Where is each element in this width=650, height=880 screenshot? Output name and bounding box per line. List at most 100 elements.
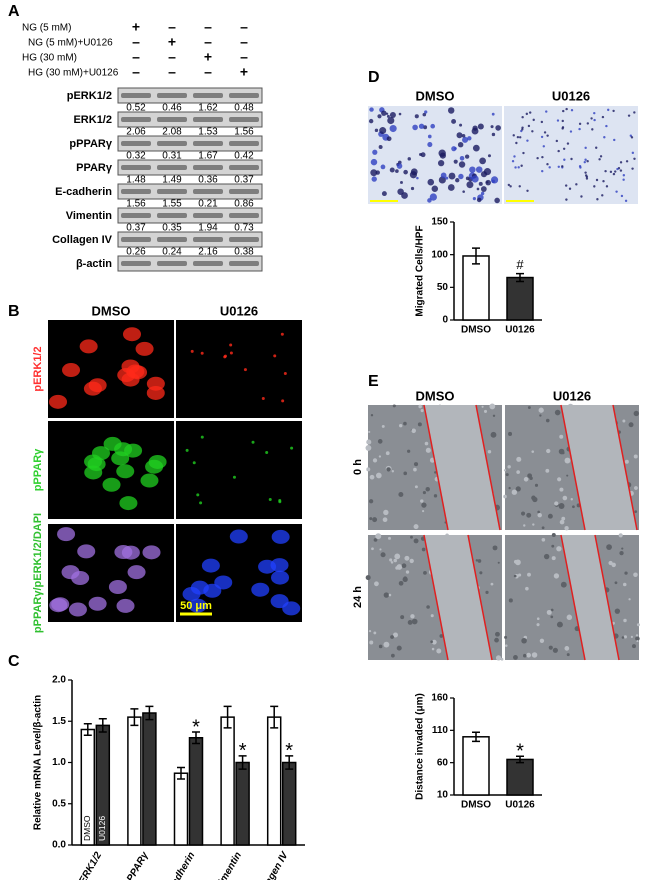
error-bar xyxy=(472,247,480,265)
band xyxy=(193,213,223,218)
band xyxy=(229,189,259,194)
cell xyxy=(605,124,608,128)
blot-label: Collagen IV xyxy=(52,234,113,246)
texture xyxy=(621,636,625,639)
band xyxy=(121,117,151,122)
cell xyxy=(372,149,378,155)
blot xyxy=(117,159,263,176)
texture xyxy=(554,409,561,416)
texture xyxy=(636,623,640,627)
texture xyxy=(527,406,531,410)
panel-label: E xyxy=(368,373,379,390)
texture xyxy=(433,494,438,498)
cell xyxy=(601,115,605,119)
condition-sign: + xyxy=(240,64,248,80)
cell xyxy=(116,464,135,479)
texture xyxy=(553,573,560,579)
cell xyxy=(620,194,624,198)
texture xyxy=(392,632,399,638)
texture xyxy=(365,575,371,581)
band xyxy=(121,165,151,170)
texture xyxy=(400,615,405,620)
cell xyxy=(491,112,495,116)
annotation: # xyxy=(516,257,524,272)
blot-value: 1.49 xyxy=(162,175,182,186)
blot-value: 0.73 xyxy=(234,223,254,234)
cell xyxy=(545,110,548,113)
cell xyxy=(490,176,499,184)
band xyxy=(193,117,223,122)
texture xyxy=(420,499,424,503)
blot-label: Vimentin xyxy=(66,210,113,222)
cell xyxy=(575,183,578,186)
cell xyxy=(185,448,189,452)
texture xyxy=(545,418,550,423)
band xyxy=(157,141,187,146)
cell xyxy=(462,136,469,143)
y-tick-label: 150 xyxy=(431,217,448,228)
cell xyxy=(578,165,582,168)
y-tick-label: 0.0 xyxy=(52,840,66,851)
texture xyxy=(375,472,382,479)
texture xyxy=(504,635,508,639)
texture xyxy=(633,410,639,417)
error-bar xyxy=(177,766,185,780)
y-tick-label: 60 xyxy=(437,757,449,768)
column-header: U0126 xyxy=(220,303,258,318)
texture xyxy=(420,409,424,413)
cell xyxy=(251,582,270,597)
texture xyxy=(532,496,538,503)
cell xyxy=(403,169,408,175)
cell xyxy=(290,446,294,450)
x-tick-label: PPARγ xyxy=(125,849,152,880)
y-tick-label: 2.0 xyxy=(52,675,66,686)
bar xyxy=(173,772,189,846)
blot-value: 0.52 xyxy=(126,103,146,114)
y-tick-label: 0 xyxy=(442,315,448,326)
blot-value: 1.53 xyxy=(198,127,218,138)
texture xyxy=(411,618,418,625)
texture xyxy=(426,605,430,609)
texture xyxy=(489,403,496,410)
cell xyxy=(386,136,392,142)
cell xyxy=(88,378,107,393)
cell xyxy=(515,141,518,145)
cell xyxy=(223,355,227,359)
cell xyxy=(593,185,596,188)
error-bar xyxy=(192,731,200,745)
cell xyxy=(459,123,463,127)
cell xyxy=(521,116,524,119)
cell xyxy=(472,144,480,152)
y-tick-label: 10 xyxy=(437,790,449,801)
blot-label: E-cadherin xyxy=(55,186,112,198)
blot xyxy=(117,231,263,248)
blot-value: 0.26 xyxy=(126,247,146,258)
texture xyxy=(558,503,565,509)
texture xyxy=(518,573,522,577)
band xyxy=(229,237,259,242)
cell xyxy=(586,160,589,163)
cell xyxy=(585,177,589,180)
y-axis-label: Relative mRNA Level/β-actin xyxy=(33,695,44,830)
cell xyxy=(458,161,466,168)
cell xyxy=(561,127,564,130)
texture xyxy=(403,471,408,476)
texture xyxy=(430,640,433,644)
texture xyxy=(539,638,545,643)
cell xyxy=(509,185,512,188)
blot-value: 0.46 xyxy=(162,103,182,114)
texture xyxy=(557,477,562,482)
column-header: U0126 xyxy=(553,388,591,403)
blot-value: 0.35 xyxy=(162,223,182,234)
texture xyxy=(391,470,395,473)
blot-label: ERK1/2 xyxy=(73,114,112,126)
cell xyxy=(409,171,417,179)
cell xyxy=(541,169,544,173)
cell xyxy=(251,440,255,444)
cell xyxy=(583,160,586,164)
texture xyxy=(385,451,390,456)
cell xyxy=(377,114,382,119)
wound-edge xyxy=(475,404,501,531)
texture xyxy=(490,582,494,586)
cell xyxy=(419,152,423,156)
